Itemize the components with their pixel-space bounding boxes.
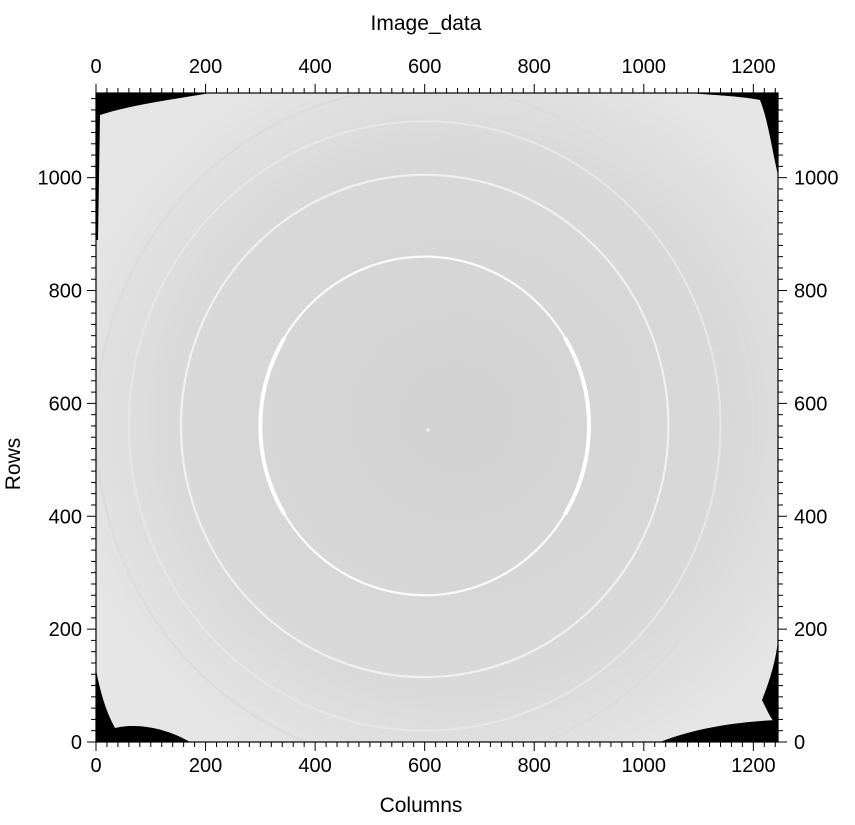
plot-frame — [95, 92, 779, 743]
x-tick-label-bottom: 600 — [408, 755, 441, 777]
x-tick-label-bottom: 400 — [298, 755, 331, 777]
y-tick-label-left: 600 — [49, 393, 82, 415]
bright-ring-arc — [258, 336, 287, 516]
mask-bottom-right-edge — [660, 720, 778, 742]
x-axis-title: Columns — [380, 794, 463, 817]
chart-title: Image_data — [371, 12, 482, 35]
y-tick-label-right: 600 — [794, 393, 827, 415]
diffraction-ring — [127, 120, 722, 732]
tick-labels: 0020020040040060060080080010001000120012… — [38, 56, 839, 777]
bright-ring-arc — [563, 336, 592, 516]
x-tick-label-top: 400 — [298, 56, 331, 78]
mask-top-right — [690, 93, 778, 175]
y-tick-label-right: 400 — [794, 506, 827, 528]
diffraction-ring — [179, 173, 670, 679]
y-tick-label-right: 800 — [794, 281, 827, 303]
x-tick-label-bottom: 1000 — [622, 755, 667, 777]
y-tick-label-left: 400 — [49, 506, 82, 528]
y-tick-label-left: 800 — [49, 281, 82, 303]
y-tick-label-left: 200 — [49, 619, 82, 641]
x-tick-label-bottom: 800 — [518, 755, 551, 777]
x-tick-label-bottom: 200 — [189, 755, 222, 777]
diffraction-rings — [96, 93, 755, 742]
x-tick-label-top: 1000 — [622, 56, 667, 78]
x-tick-label-bottom: 1200 — [731, 755, 776, 777]
y-axis-title: Rows — [2, 438, 25, 491]
y-tick-label-left: 1000 — [38, 168, 83, 190]
y-tick-label-right: 200 — [794, 619, 827, 641]
x-tick-label-top: 200 — [189, 56, 222, 78]
masked-corners — [96, 93, 778, 742]
y-tick-label-right: 0 — [794, 732, 805, 754]
diffraction-ring — [96, 93, 755, 742]
y-tick-label-right: 1000 — [794, 168, 839, 190]
y-tick-label-left: 0 — [71, 732, 82, 754]
mask-bottom-right — [762, 640, 778, 742]
x-tick-label-top: 800 — [518, 56, 551, 78]
x-tick-label-top: 0 — [90, 56, 101, 78]
detector-image — [96, 93, 778, 742]
mask-bottom-left — [96, 670, 190, 742]
mask-top-left — [96, 93, 210, 240]
x-tick-label-bottom: 0 — [90, 755, 101, 777]
beam-center-spot — [426, 428, 430, 432]
x-tick-label-top: 600 — [408, 56, 441, 78]
axis-ticks — [87, 84, 787, 751]
x-tick-label-top: 1200 — [731, 56, 776, 78]
